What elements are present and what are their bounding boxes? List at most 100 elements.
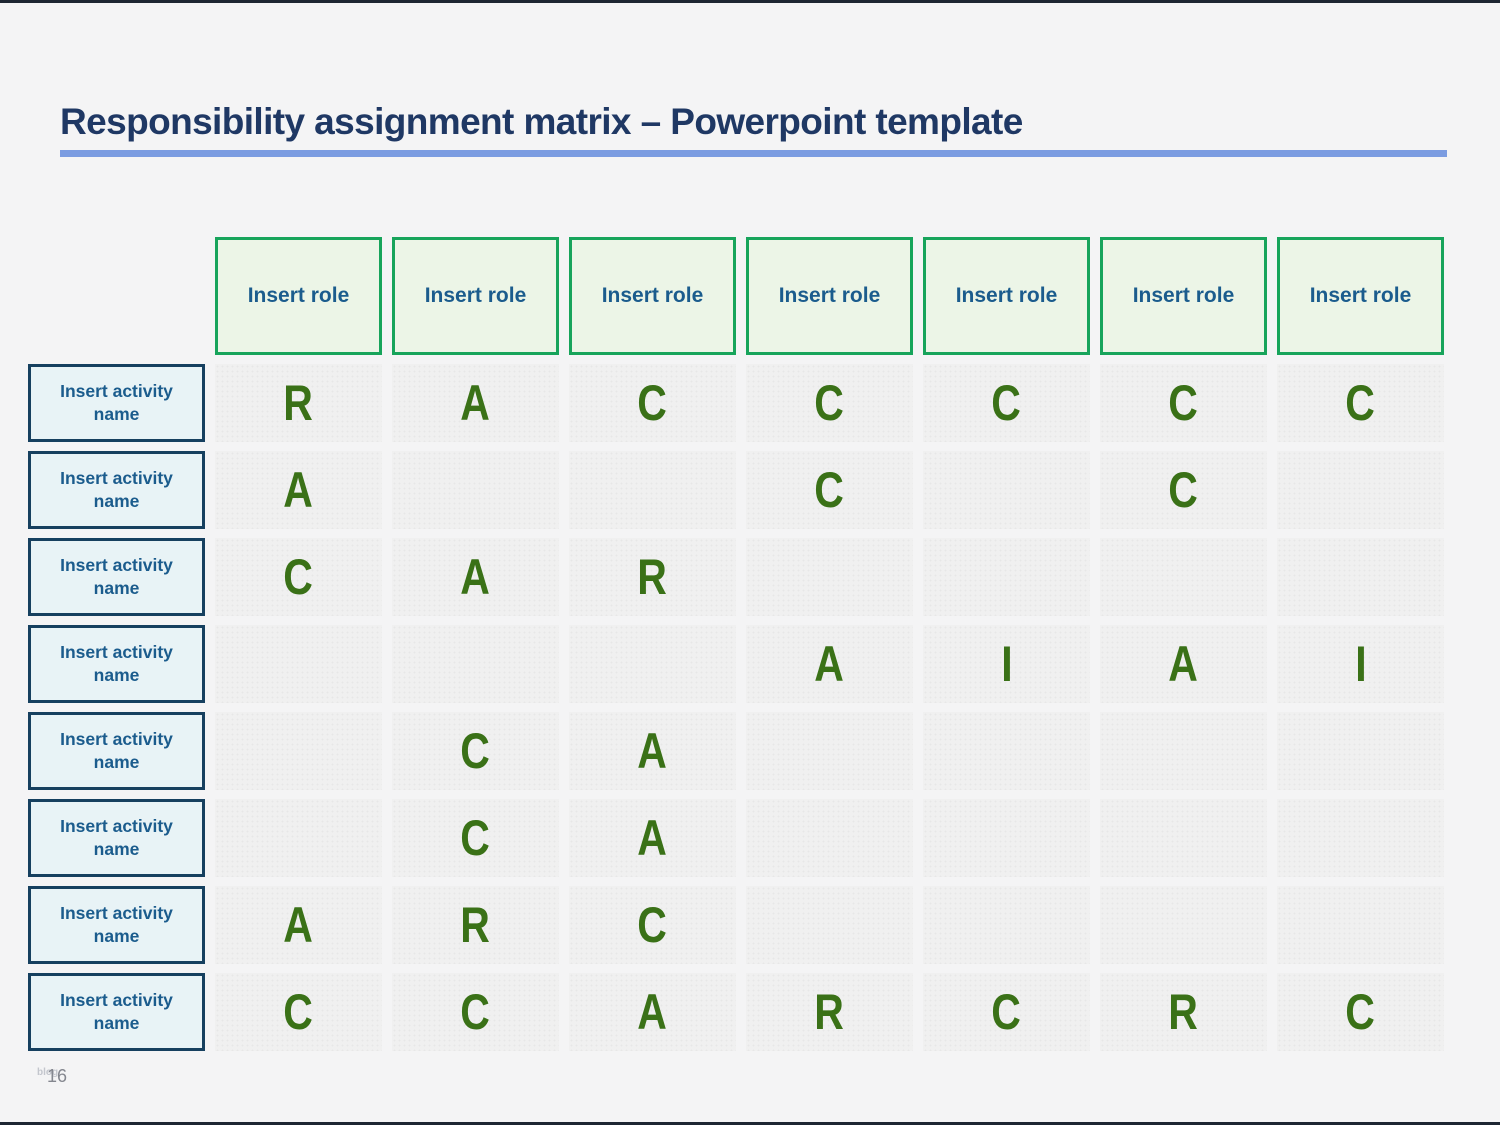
raci-letter: R: [283, 375, 314, 431]
activity-name-8[interactable]: Insert activity name: [28, 973, 205, 1051]
activity-name-7[interactable]: Insert activity name: [28, 886, 205, 964]
raci-cell-r4c2[interactable]: [392, 625, 559, 703]
raci-cell-r2c4[interactable]: C: [746, 451, 913, 529]
raci-cell-r1c5[interactable]: C: [923, 364, 1090, 442]
raci-letter: I: [1000, 636, 1013, 692]
raci-cell-r8c4[interactable]: R: [746, 973, 913, 1051]
raci-cell-r4c1[interactable]: [215, 625, 382, 703]
raci-cell-r2c5[interactable]: [923, 451, 1090, 529]
raci-cell-r5c2[interactable]: C: [392, 712, 559, 790]
raci-cell-r3c5[interactable]: [923, 538, 1090, 616]
raci-cell-r5c6[interactable]: [1100, 712, 1267, 790]
role-header-3[interactable]: Insert role: [569, 237, 736, 355]
raci-letter: C: [637, 897, 668, 953]
raci-cell-r2c1[interactable]: A: [215, 451, 382, 529]
raci-cell-r2c6[interactable]: C: [1100, 451, 1267, 529]
raci-letter: C: [637, 375, 668, 431]
raci-cell-r2c2[interactable]: [392, 451, 559, 529]
raci-letter: C: [283, 549, 314, 605]
activity-name-2[interactable]: Insert activity name: [28, 451, 205, 529]
activity-name-6[interactable]: Insert activity name: [28, 799, 205, 877]
raci-cell-r4c7[interactable]: I: [1277, 625, 1444, 703]
role-header-5[interactable]: Insert role: [923, 237, 1090, 355]
raci-letter: A: [814, 636, 845, 692]
raci-letter: A: [1168, 636, 1199, 692]
raci-cell-r8c3[interactable]: A: [569, 973, 736, 1051]
role-header-2[interactable]: Insert role: [392, 237, 559, 355]
raci-cell-r7c3[interactable]: C: [569, 886, 736, 964]
raci-cell-r6c4[interactable]: [746, 799, 913, 877]
raci-cell-r6c2[interactable]: C: [392, 799, 559, 877]
raci-cell-r4c5[interactable]: I: [923, 625, 1090, 703]
raci-letter: A: [637, 810, 668, 866]
raci-cell-r4c6[interactable]: A: [1100, 625, 1267, 703]
raci-cell-r7c6[interactable]: [1100, 886, 1267, 964]
activity-name-label: Insert activity name: [60, 729, 173, 772]
raci-cell-r7c7[interactable]: [1277, 886, 1444, 964]
activity-name-4[interactable]: Insert activity name: [28, 625, 205, 703]
raci-cell-r6c7[interactable]: [1277, 799, 1444, 877]
slide-top-edge: [0, 0, 1500, 3]
raci-cell-r6c3[interactable]: A: [569, 799, 736, 877]
raci-letter: A: [460, 549, 491, 605]
role-header-label: Insert role: [601, 284, 704, 307]
raci-cell-r3c4[interactable]: [746, 538, 913, 616]
raci-letter: C: [1345, 984, 1376, 1040]
raci-cell-r8c6[interactable]: R: [1100, 973, 1267, 1051]
raci-cell-r4c3[interactable]: [569, 625, 736, 703]
raci-cell-r6c5[interactable]: [923, 799, 1090, 877]
raci-cell-r3c2[interactable]: A: [392, 538, 559, 616]
raci-cell-r4c4[interactable]: A: [746, 625, 913, 703]
slide-bottom-edge: [0, 1122, 1500, 1125]
raci-cell-r2c7[interactable]: [1277, 451, 1444, 529]
raci-cell-r8c2[interactable]: C: [392, 973, 559, 1051]
role-header-4[interactable]: Insert role: [746, 237, 913, 355]
raci-letter: C: [1345, 375, 1376, 431]
watermark-text: blog: [37, 1067, 59, 1078]
raci-letter: A: [637, 723, 668, 779]
title-underline-rule: [60, 150, 1447, 157]
raci-cell-r5c7[interactable]: [1277, 712, 1444, 790]
raci-letter: C: [814, 375, 845, 431]
raci-cell-r7c4[interactable]: [746, 886, 913, 964]
raci-cell-r1c6[interactable]: C: [1100, 364, 1267, 442]
raci-cell-r2c3[interactable]: [569, 451, 736, 529]
role-header-label: Insert role: [1309, 284, 1412, 307]
raci-cell-r5c3[interactable]: A: [569, 712, 736, 790]
raci-letter: A: [283, 897, 314, 953]
raci-cell-r1c1[interactable]: R: [215, 364, 382, 442]
raci-cell-r6c1[interactable]: [215, 799, 382, 877]
role-header-6[interactable]: Insert role: [1100, 237, 1267, 355]
raci-cell-r8c5[interactable]: C: [923, 973, 1090, 1051]
raci-cell-r3c1[interactable]: C: [215, 538, 382, 616]
activity-name-1[interactable]: Insert activity name: [28, 364, 205, 442]
raci-cell-r5c1[interactable]: [215, 712, 382, 790]
raci-cell-r7c2[interactable]: R: [392, 886, 559, 964]
raci-letter: R: [1168, 984, 1199, 1040]
raci-cell-r7c1[interactable]: A: [215, 886, 382, 964]
raci-cell-r1c3[interactable]: C: [569, 364, 736, 442]
raci-letter: C: [1168, 375, 1199, 431]
raci-cell-r1c4[interactable]: C: [746, 364, 913, 442]
raci-letter: R: [460, 897, 491, 953]
activity-name-3[interactable]: Insert activity name: [28, 538, 205, 616]
raci-cell-r5c5[interactable]: [923, 712, 1090, 790]
raci-cell-r8c7[interactable]: C: [1277, 973, 1444, 1051]
raci-cell-r8c1[interactable]: C: [215, 973, 382, 1051]
role-header-7[interactable]: Insert role: [1277, 237, 1444, 355]
raci-cell-r1c7[interactable]: C: [1277, 364, 1444, 442]
raci-cell-r3c7[interactable]: [1277, 538, 1444, 616]
activity-name-5[interactable]: Insert activity name: [28, 712, 205, 790]
raci-cell-r5c4[interactable]: [746, 712, 913, 790]
raci-cell-r7c5[interactable]: [923, 886, 1090, 964]
activity-name-label: Insert activity name: [60, 555, 173, 598]
role-header-1[interactable]: Insert role: [215, 237, 382, 355]
raci-cell-r1c2[interactable]: A: [392, 364, 559, 442]
role-header-label: Insert role: [778, 284, 881, 307]
raci-letter: C: [460, 810, 491, 866]
role-header-label: Insert role: [955, 284, 1058, 307]
raci-cell-r3c6[interactable]: [1100, 538, 1267, 616]
raci-letter: C: [460, 984, 491, 1040]
raci-cell-r6c6[interactable]: [1100, 799, 1267, 877]
raci-cell-r3c3[interactable]: R: [569, 538, 736, 616]
